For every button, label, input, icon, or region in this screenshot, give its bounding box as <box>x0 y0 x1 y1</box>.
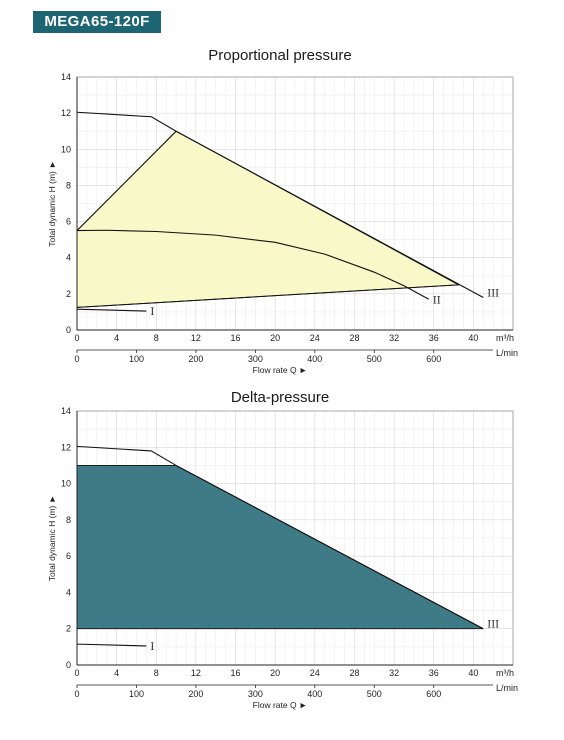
chart2-x-tick-label: 20 <box>270 668 280 678</box>
chart2-y-tick-label: 14 <box>61 406 71 416</box>
chart1-boundary-line <box>76 130 177 231</box>
chart1-x-unit-top: m³/h <box>496 333 514 343</box>
chart2-x-tick-label: 12 <box>191 668 201 678</box>
chart1-x-unit-bottom: L/min <box>496 348 518 358</box>
chart1-x-tick-label: 8 <box>154 333 159 343</box>
chart2-curve-I <box>76 643 147 647</box>
chart1-x-tick-label: 0 <box>74 333 79 343</box>
chart2-curve-III <box>76 445 484 630</box>
chart1-y-tick-label: 2 <box>66 289 71 299</box>
chart1-title: Proportional pressure <box>208 47 351 64</box>
chart1-x2-tick-label: 500 <box>367 354 382 364</box>
chart1-x-tick-label: 20 <box>270 333 280 343</box>
chart2-x-tick-label: 0 <box>74 668 79 678</box>
chart1-x-tick-label: 24 <box>310 333 320 343</box>
chart1-x2-tick-label: 100 <box>129 354 144 364</box>
model-badge: MEGA65-120F <box>33 11 161 33</box>
chart2-x2-tick-label: 100 <box>129 689 144 699</box>
chart2-x-tick-label: 24 <box>310 668 320 678</box>
chart1-y-tick-label: 14 <box>61 72 71 82</box>
chart2-curve-label-III: III <box>487 620 499 631</box>
chart2-x-axis-label: Flow rate Q ► <box>253 700 308 710</box>
chart2-y-tick-label: 12 <box>61 442 71 452</box>
chart1-y-tick-label: 0 <box>66 325 71 335</box>
chart2-x-tick-label: 16 <box>231 668 241 678</box>
chart1-curve-label-III: III <box>487 288 499 299</box>
chart2-y-tick-label: 2 <box>66 624 71 634</box>
chart2-x-unit-top: m³/h <box>496 668 514 678</box>
chart2-x-tick-label: 8 <box>154 668 159 678</box>
chart2-curve-label-I: I <box>150 642 154 653</box>
chart1-x-tick-label: 16 <box>231 333 241 343</box>
chart1-x-axis-label: Flow rate Q ► <box>253 365 308 375</box>
chart2-x-tick-label: 40 <box>468 668 478 678</box>
chart1-y-axis-label: Total dynamic H (m) ► <box>47 160 57 246</box>
chart1-x2-tick-label: 600 <box>426 354 441 364</box>
chart1-x2-tick-label: 200 <box>188 354 203 364</box>
chart1-curve-label-II: II <box>433 295 441 306</box>
chart2-y-tick-label: 8 <box>66 515 71 525</box>
chart1-y-tick-label: 8 <box>66 180 71 190</box>
chart2-x-tick-label: 28 <box>349 668 359 678</box>
chart1-curve-III <box>76 111 484 298</box>
chart1-x-tick-label: 4 <box>114 333 119 343</box>
chart2-x2-tick-label: 400 <box>307 689 322 699</box>
chart1-y-tick-label: 12 <box>61 108 71 118</box>
chart2-y-tick-label: 4 <box>66 587 71 597</box>
chart2-title: Delta-pressure <box>231 389 329 406</box>
chart1-x2-tick-label: 300 <box>248 354 263 364</box>
chart2-x-tick-label: 36 <box>429 668 439 678</box>
chart1-y-tick-label: 4 <box>66 253 71 263</box>
chart1-x-tick-label: 32 <box>389 333 399 343</box>
chart2-x2-tick-label: 0 <box>74 689 79 699</box>
chart2-y-axis-label: Total dynamic H (m) ► <box>47 495 57 581</box>
chart1-boundary-line <box>76 284 459 308</box>
chart1-y-tick-label: 6 <box>66 217 71 227</box>
chart1-operating-region <box>76 130 461 308</box>
chart2-y-tick-label: 0 <box>66 660 71 670</box>
chart2-x-tick-label: 4 <box>114 668 119 678</box>
chart2-x2-tick-label: 600 <box>426 689 441 699</box>
chart2-y-tick-label: 6 <box>66 551 71 561</box>
chart2-x2-tick-label: 300 <box>248 689 263 699</box>
chart1-x2-tick-label: 0 <box>74 354 79 364</box>
chart1-x-tick-label: 12 <box>191 333 201 343</box>
chart1-x-tick-label: 40 <box>468 333 478 343</box>
chart1-x2-tick-label: 400 <box>307 354 322 364</box>
chart1-curve-label-I: I <box>150 307 154 318</box>
chart1-curve-II <box>76 229 430 300</box>
chart1-x-tick-label: 28 <box>349 333 359 343</box>
chart2-operating-region <box>76 464 484 630</box>
chart2-x-unit-bottom: L/min <box>496 683 518 693</box>
chart1-y-tick-label: 10 <box>61 144 71 154</box>
chart2-x2-tick-label: 200 <box>188 689 203 699</box>
chart1-curve-I <box>76 308 147 312</box>
chart2-x-tick-label: 32 <box>389 668 399 678</box>
chart2-y-tick-label: 10 <box>61 479 71 489</box>
chart2-x2-tick-label: 500 <box>367 689 382 699</box>
chart1-x-tick-label: 36 <box>429 333 439 343</box>
